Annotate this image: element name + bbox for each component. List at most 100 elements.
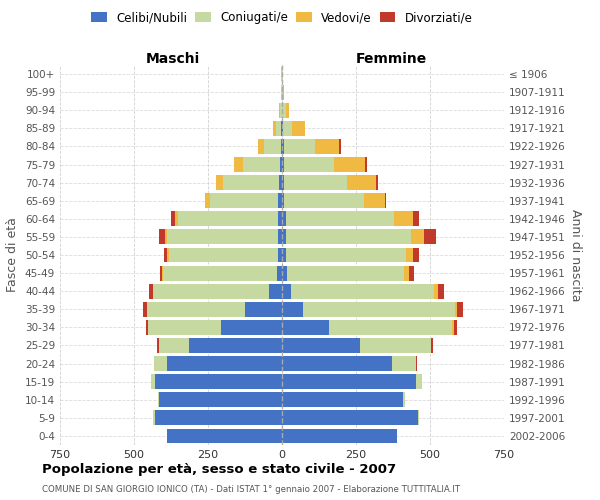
Bar (205, 194, 211, 208)
Bar (245, 302, 282, 316)
Bar (155, 374, 282, 389)
Bar (171, 212, 175, 226)
Bar (376, 175, 378, 190)
Text: Popolazione per età, sesso e stato civile - 2007: Popolazione per età, sesso e stato civil… (42, 462, 396, 475)
Bar (286, 248, 406, 262)
Bar (452, 320, 454, 335)
Bar (284, 139, 315, 154)
Bar (287, 266, 404, 280)
Bar (284, 157, 334, 172)
Bar (404, 266, 409, 280)
Bar (221, 320, 282, 335)
Bar (282, 194, 284, 208)
Bar (455, 302, 457, 316)
Bar (160, 230, 165, 244)
Bar (160, 266, 162, 280)
Bar (434, 284, 437, 298)
Bar (292, 284, 434, 298)
Bar (286, 212, 394, 226)
Bar (406, 248, 413, 262)
Bar (189, 338, 282, 353)
Y-axis label: Anni di nascita: Anni di nascita (569, 209, 582, 301)
Bar (242, 157, 280, 172)
Bar (281, 139, 282, 154)
Bar (276, 121, 281, 136)
Bar (278, 194, 282, 208)
Bar (347, 175, 376, 190)
Bar (175, 212, 178, 226)
Bar (211, 194, 278, 208)
Text: Maschi: Maschi (145, 52, 200, 66)
Text: Femmine: Femmine (356, 52, 427, 66)
Bar (282, 103, 286, 118)
Bar (284, 194, 364, 208)
Bar (286, 103, 289, 118)
Bar (412, 230, 424, 244)
Bar (283, 121, 292, 136)
Legend: Celibi/Nubili, Coniugati/e, Vedovi/e, Divorziati/e: Celibi/Nubili, Coniugati/e, Vedovi/e, Di… (86, 6, 478, 29)
Bar (304, 302, 455, 316)
Bar (159, 392, 282, 407)
Bar (292, 121, 305, 136)
Bar (282, 266, 287, 280)
Bar (282, 284, 292, 298)
Bar (364, 194, 385, 208)
Bar (158, 392, 159, 407)
Bar (431, 338, 433, 353)
Bar (169, 248, 278, 262)
Bar (264, 139, 281, 154)
Bar (278, 230, 282, 244)
Bar (167, 428, 282, 444)
Bar (235, 157, 242, 172)
Bar (155, 410, 282, 426)
Bar (154, 356, 167, 371)
Bar (282, 248, 286, 262)
Bar (282, 320, 329, 335)
Bar (157, 338, 158, 353)
Bar (153, 284, 269, 298)
Bar (282, 175, 284, 190)
Bar (282, 410, 418, 426)
Bar (278, 248, 282, 262)
Bar (158, 338, 189, 353)
Bar (277, 266, 282, 280)
Bar (153, 410, 155, 426)
Bar (413, 248, 419, 262)
Bar (424, 230, 436, 244)
Bar (286, 230, 412, 244)
Bar (167, 230, 278, 244)
Text: COMUNE DI SAN GIORGIO IONICO (TA) - Dati ISTAT 1° gennaio 2007 - Elaborazione TU: COMUNE DI SAN GIORGIO IONICO (TA) - Dati… (42, 485, 460, 494)
Bar (178, 212, 278, 226)
Bar (272, 121, 276, 136)
Bar (282, 139, 284, 154)
Bar (281, 84, 282, 100)
Bar (167, 248, 169, 262)
Bar (361, 338, 431, 353)
Bar (167, 356, 282, 371)
Bar (278, 212, 282, 226)
Bar (223, 175, 279, 190)
Bar (315, 139, 339, 154)
Bar (279, 103, 280, 118)
Bar (282, 84, 283, 100)
Bar (454, 320, 457, 335)
Bar (284, 175, 347, 190)
Y-axis label: Fasce di età: Fasce di età (7, 218, 19, 292)
Bar (409, 266, 414, 280)
Bar (416, 374, 422, 389)
Bar (148, 320, 221, 335)
Bar (258, 139, 264, 154)
Bar (282, 302, 304, 316)
Bar (334, 157, 365, 172)
Bar (162, 266, 163, 280)
Bar (385, 194, 386, 208)
Bar (282, 392, 403, 407)
Bar (282, 338, 361, 353)
Bar (403, 392, 404, 407)
Bar (146, 320, 148, 335)
Bar (418, 410, 419, 426)
Bar (279, 175, 282, 190)
Bar (457, 302, 463, 316)
Bar (437, 284, 444, 298)
Bar (269, 284, 282, 298)
